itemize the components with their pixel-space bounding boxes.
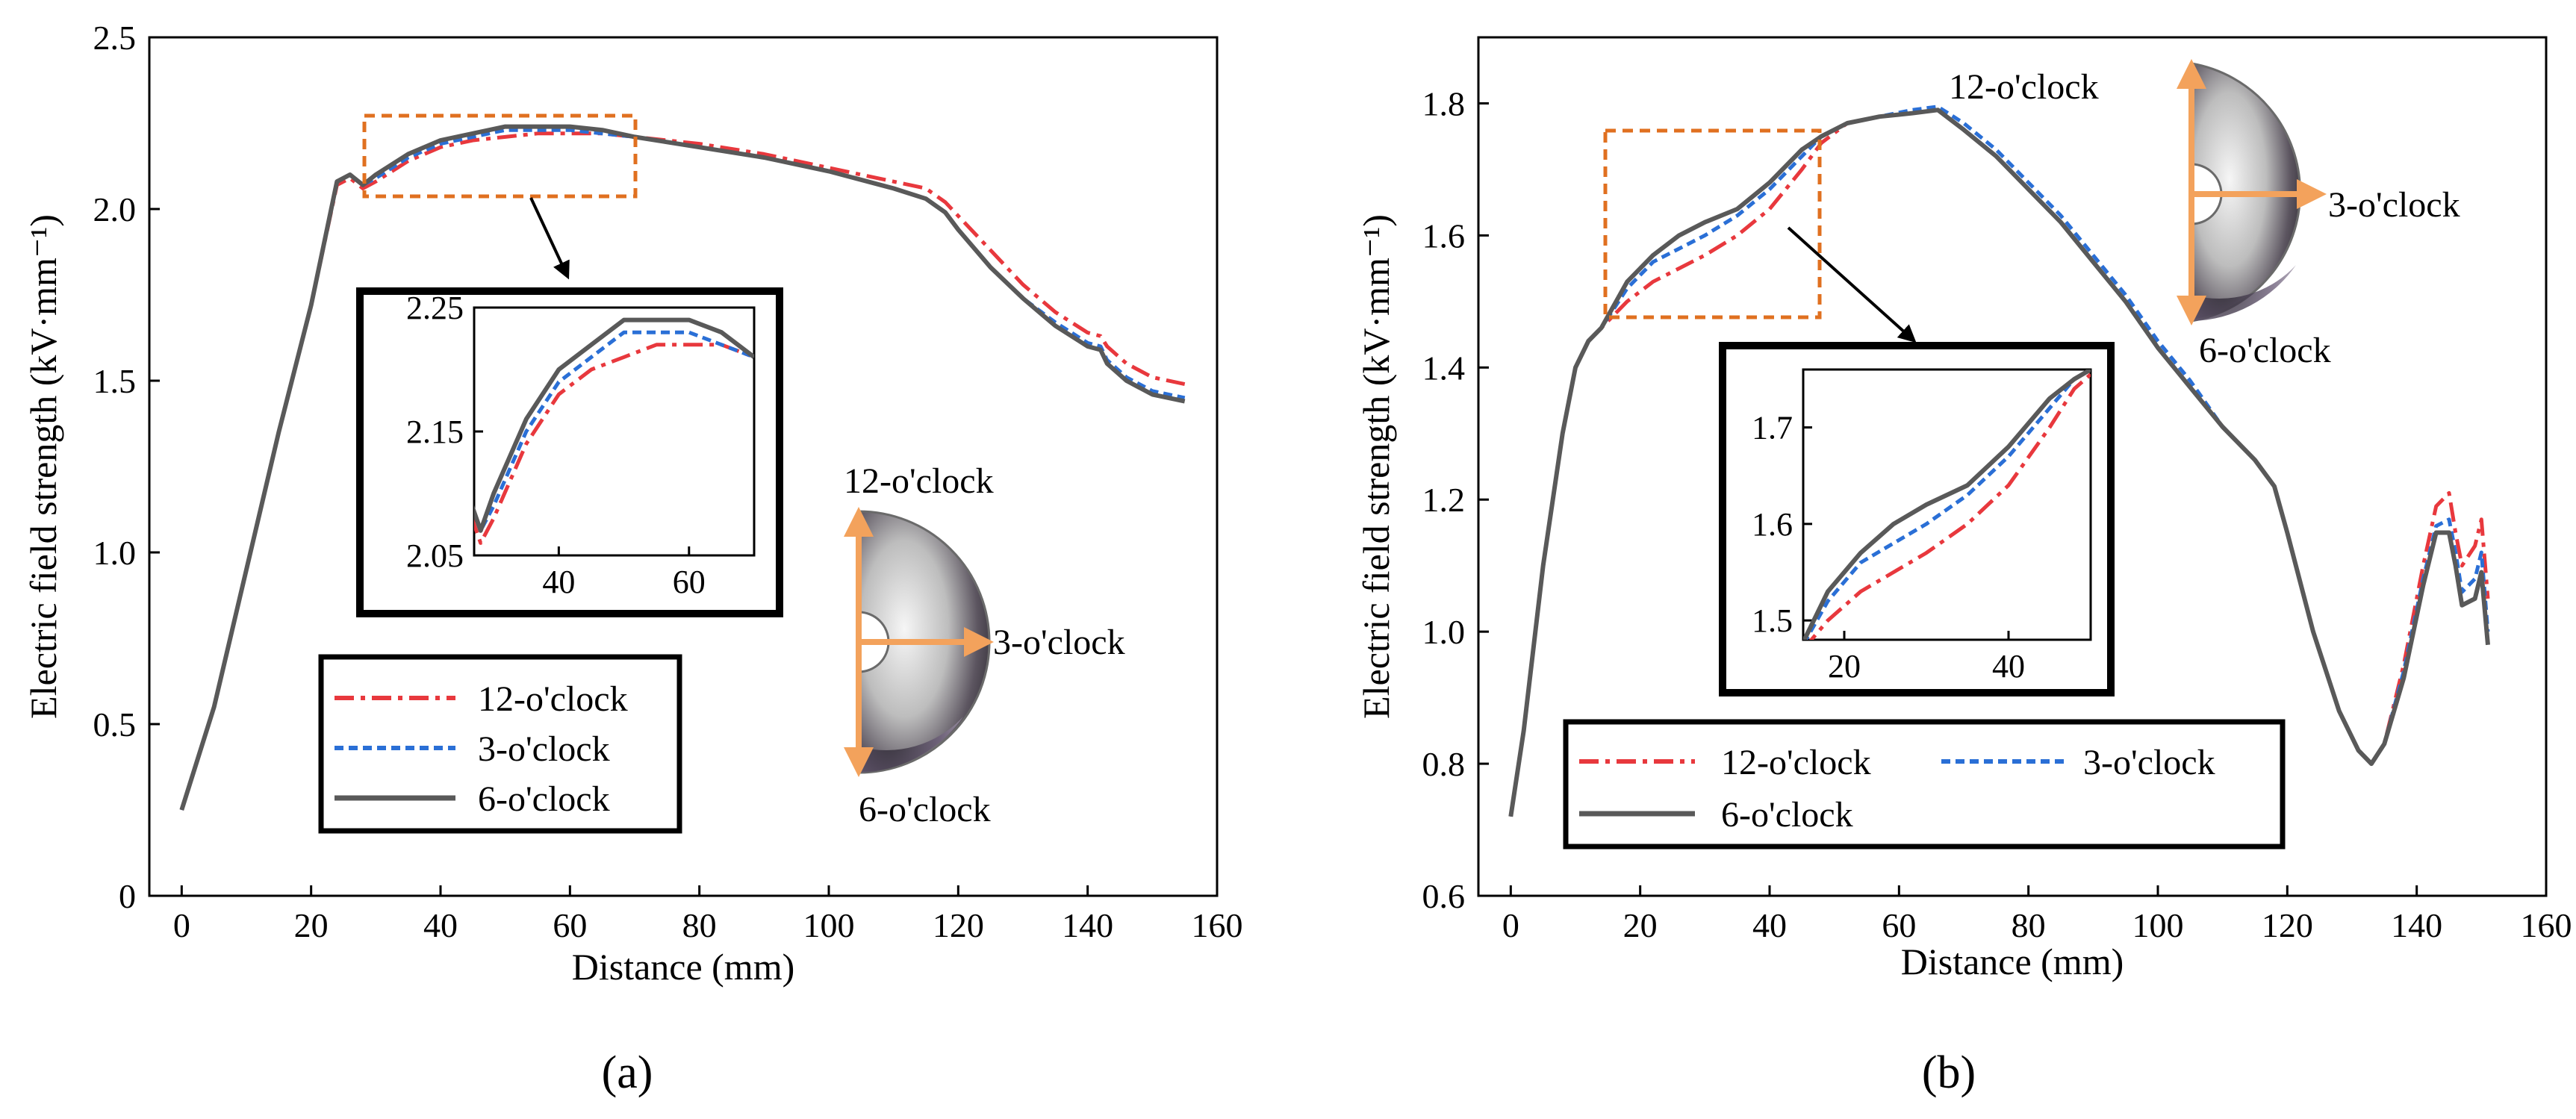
panel-b-label-3: 3-o'clock [2328,185,2460,225]
panel-a-ytick-label: 2.5 [93,19,137,57]
panel-a-ylabel: Electric field strength (kV·mm⁻¹) [22,214,64,719]
panel-a-label: (a) [602,1047,653,1098]
panel-b-inset-ytick-label: 1.5 [1752,602,1793,639]
panel-a-xtick-label: 0 [173,906,190,944]
panel-b-plot-frame [1477,36,2548,897]
panel-b-legend-label-3: 3-o'clock [2083,743,2215,782]
panel-b-series-2 [1508,107,2490,817]
panel-b-inset-series-0 [1808,372,2091,640]
panel-b-inset-axes [1802,368,2092,641]
panel-a-inset-ytick-label: 2.15 [406,414,464,450]
panel-a-inset: 40 60 2.05 2.15 2.25 [356,287,783,617]
panel-b-zoom-box [1603,128,1822,320]
panel-a-legend-label-6: 6-o'clock [478,779,610,819]
panel-a-xtick-label: 160 [1192,906,1243,944]
panel-a-label-3: 3-o'clock [993,623,1125,662]
panel-b-legend-box [1563,719,2286,850]
panel-a-zoom-box [362,113,638,199]
panel-a-plot-frame [148,36,1219,897]
panel-a-zoom-arrow [529,197,570,280]
panel-a-inset-series-2 [474,317,754,533]
panel-b-label-6: 6-o'clock [2199,331,2331,370]
panel-b-ytick-label: 0.8 [1422,745,1466,783]
panel-b-inset-ytick-label: 1.7 [1752,410,1793,446]
panel-b-xtick-label: 40 [1752,906,1787,944]
panel-a-inset-series-0 [474,343,754,545]
panel-b-xtick-label: 80 [2012,906,2046,944]
panel-b-xtick-label: 140 [2391,906,2442,944]
panel-a-ytick-label: 1.0 [93,534,137,572]
panel-a-disc-illustration: 12-o'clock 3-o'clock 6-o'clock [844,461,1125,829]
panel-b-inset-xtick-label: 40 [1992,648,2025,685]
panel-b-ytick-label: 0.6 [1422,877,1466,915]
panel-b-legend-label-12: 12-o'clock [1721,743,1871,782]
panel-a-ytick-label: 2.0 [93,190,137,228]
panel-b-inset-series-2 [1803,370,2091,640]
panel-a-xtick-label: 20 [294,906,329,944]
panel-a-xtick-label: 120 [933,906,984,944]
panel-b-inset-series-1 [1803,370,2091,640]
panel-a-legend-label-12: 12-o'clock [478,679,628,719]
panel-a-ytick-label: 0.5 [93,705,137,744]
panel-b-disc-shadow [2191,194,2296,321]
panel-a-xtick-label: 60 [553,906,587,944]
panel-b-xtick-label: 60 [1882,906,1916,944]
panel-b-inset-xtick-label: 20 [1828,648,1861,685]
panel-a-legend-box [318,654,682,834]
panel-a-ytick-label: 0 [119,877,136,915]
panel-b-xtick-label: 160 [2521,906,2572,944]
panel-a-xlabel: Distance (mm) [572,946,795,988]
panel-b-ylabel: Electric field strength (kV·mm⁻¹) [1355,214,1397,719]
panel-b-xtick-label: 120 [2262,906,2313,944]
panel-b-legend-label-6: 6-o'clock [1721,795,1853,835]
panel-b-label-12: 12-o'clock [1949,67,2099,107]
panel-b-ytick-label: 1.0 [1422,613,1466,651]
panel-b-ytick-label: 1.8 [1422,84,1466,122]
panel-a-xtick-label: 80 [682,906,717,944]
panel-a-legend: 12-o'clock 3-o'clock 6-o'clock [318,654,682,834]
panel-b: 0 20 40 60 80 100 120 140 160 0.6 0.8 1.0 1.2 1.4 1.6… [1355,36,2572,1098]
panel-a-label-12: 12-o'clock [844,461,994,501]
panel-b-label: (b) [1922,1047,1976,1098]
panel-b-legend: 12-o'clock 3-o'clock 6-o'clock [1563,719,2286,850]
panel-a-series-0 [179,131,1186,811]
panel-a-ytick-label: 1.5 [93,362,137,400]
panel-a-xtick-label: 100 [803,906,855,944]
panel-b-xlabel: Distance (mm) [1901,941,2124,982]
panel-b-ytick-label: 1.4 [1422,349,1466,387]
panel-a-xtick-label: 40 [423,906,458,944]
panel-b-inset-ytick-label: 1.6 [1752,506,1793,543]
panel-b-disc-illustration: 12-o'clock 3-o'clock 6-o'clock [1949,59,2460,370]
panel-b-xtick-label: 0 [1502,906,1519,944]
panel-a-inset-ytick-label: 2.25 [406,290,464,326]
panel-a-legend-label-3: 3-o'clock [478,729,610,769]
panel-b-xtick-label: 20 [1623,906,1658,944]
panel-b-xtick-label: 100 [2132,906,2184,944]
panel-a-inset-ytick-label: 2.05 [406,537,464,574]
panel-a-inset-xtick-label: 40 [542,564,575,600]
panel-a-inset-xtick-label: 60 [673,564,706,600]
panel-a-label-6: 6-o'clock [859,790,991,829]
panel-b-zoom-arrow [1787,226,1917,343]
panel-a-xtick-label: 140 [1062,906,1113,944]
panel-b-ytick-label: 1.2 [1422,481,1466,519]
panel-b-ytick-label: 1.6 [1422,216,1466,255]
panel-a-disc-shadow [859,642,963,773]
panel-a: 0 20 40 60 80 100 120 140 160 0 0.5 1.0 1.5 2.0 2.5 D… [22,19,1243,1098]
panel-b-inset: 20 40 1.5 1.6 1.7 [1719,342,2115,696]
